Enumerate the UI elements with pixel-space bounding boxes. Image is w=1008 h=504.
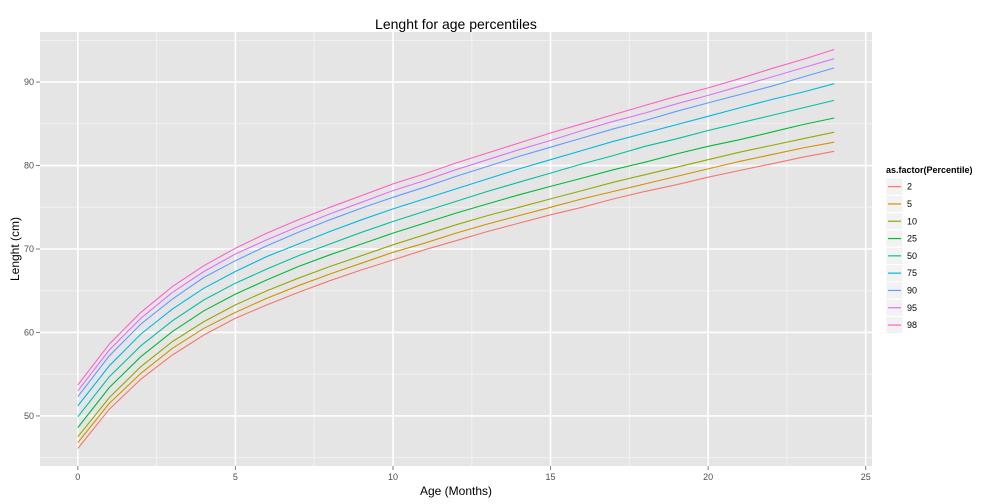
grid-major	[40, 32, 872, 466]
y-tick-label: 50	[24, 411, 34, 421]
x-tick-label: 10	[388, 472, 398, 482]
legend-label: 98	[907, 320, 917, 330]
legend-label: 25	[907, 234, 917, 244]
y-tick-label: 70	[24, 244, 34, 254]
series-line-p90	[77, 67, 835, 398]
y-tick-label: 80	[24, 161, 34, 171]
legend-label: 10	[907, 216, 917, 226]
series-line-p10	[77, 131, 835, 438]
series-line-p75	[77, 83, 835, 407]
series-line-p98	[77, 48, 835, 386]
y-axis: 50 60 70 80 90	[24, 77, 40, 421]
legend-label: 50	[907, 251, 917, 261]
legend-label: 75	[907, 268, 917, 278]
x-tick-label: 5	[233, 472, 238, 482]
series-line-p50	[77, 99, 835, 418]
legend-title: as.factor(Percentile)	[886, 165, 973, 175]
x-axis-title: Age (Months)	[420, 484, 492, 498]
x-axis: 0 5 10 15 20 25	[75, 466, 871, 482]
series-line-p5	[77, 141, 835, 443]
x-tick-label: 25	[861, 472, 871, 482]
series-line-p2	[77, 150, 835, 449]
legend-label: 2	[907, 182, 912, 192]
series-lines	[77, 48, 835, 449]
y-tick-label: 60	[24, 327, 34, 337]
series-line-p25	[77, 117, 835, 428]
legend-label: 5	[907, 199, 912, 209]
x-tick-label: 15	[546, 472, 556, 482]
series-line-p95	[77, 58, 835, 392]
y-tick-label: 90	[24, 77, 34, 87]
legend-label: 95	[907, 303, 917, 313]
x-tick-label: 20	[703, 472, 713, 482]
y-axis-title: Lenght (cm)	[8, 217, 22, 281]
legend-label: 90	[907, 285, 917, 295]
x-tick-label: 0	[75, 472, 80, 482]
chart-title: Lenght for age percentiles	[375, 16, 537, 32]
